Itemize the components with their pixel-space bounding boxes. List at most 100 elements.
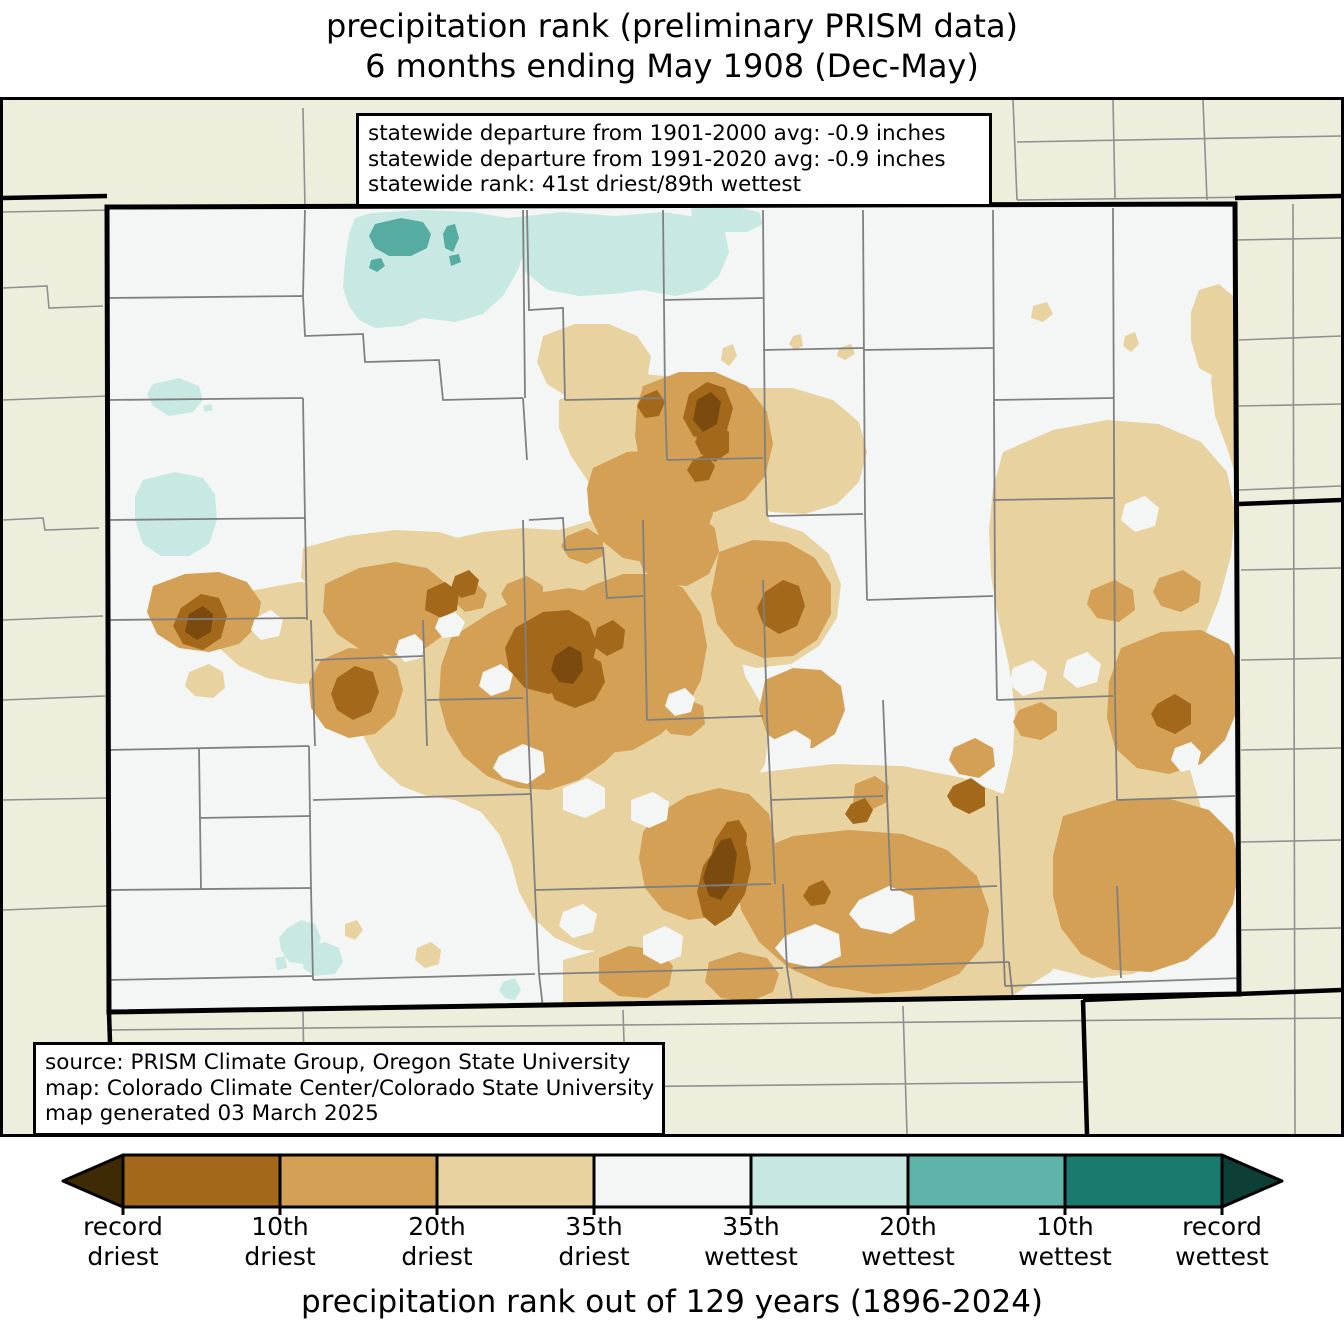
teal-light-nw-dot	[203, 404, 213, 412]
hole-14	[479, 664, 513, 696]
teal-light-moffat	[135, 472, 217, 556]
colorbar-tick-labels: record driest 10th driest 20th driest 35…	[0, 1212, 1344, 1274]
mtan-small-9	[1153, 570, 1201, 612]
tan-ne-strip	[1191, 284, 1235, 376]
teal-light-ne-edge	[691, 206, 763, 232]
colorbar-caption: precipitation rank out of 129 years (189…	[300, 1284, 1044, 1320]
record-core-west	[185, 606, 213, 640]
dbrown-sw-small	[425, 582, 459, 618]
dbrown-small-1	[593, 620, 625, 656]
cb-label-10th-wettest: 10th wettest	[1018, 1212, 1112, 1271]
teal-light-nw-small	[147, 378, 203, 416]
colorbar-left-arrow	[61, 1153, 125, 1209]
mtan-west-patch	[323, 562, 455, 656]
mtan-small-3	[561, 528, 603, 564]
dbrown-small-3	[637, 390, 665, 418]
source-line: source: PRISM Climate Group, Oregon Stat…	[45, 1050, 631, 1075]
teal-dark-speck-1	[369, 258, 385, 272]
cb-label-20th-wettest: 20th wettest	[861, 1212, 955, 1271]
hole-17	[1171, 742, 1201, 772]
colorbar-band-10th-to-20th	[278, 1153, 439, 1209]
dbrown-small-2	[451, 570, 479, 598]
map-generated-line: map generated 03 March 2025	[45, 1101, 379, 1126]
cb-label-35th-wettest: 35th wettest	[704, 1212, 798, 1271]
cb-label-35th-driest: 35th driest	[558, 1212, 630, 1271]
tan-speck-6	[577, 406, 593, 422]
cb-label-20th-driest: 20th driest	[401, 1212, 473, 1271]
cb-label-10th-driest: 10th driest	[244, 1212, 316, 1271]
source-credits-box: source: PRISM Climate Group, Oregon Stat…	[33, 1042, 665, 1136]
mtan-small-11	[705, 952, 779, 1002]
tan-speck-11	[1123, 332, 1139, 352]
map-panel[interactable]	[0, 97, 1344, 1137]
colorbar-band-35th-to-20th-wettest	[749, 1153, 910, 1209]
hole-13	[559, 904, 597, 938]
cb-label-record-wettest: record wettest	[1175, 1212, 1269, 1271]
colorbar-right-arrow	[1220, 1153, 1284, 1209]
title-line-1: precipitation rank (preliminary PRISM da…	[325, 7, 1019, 45]
dbrown-north-peak2	[695, 422, 729, 462]
colorbar-ticks	[121, 1207, 1224, 1215]
hole-1	[493, 744, 545, 784]
tan-far-ne-corner	[1211, 204, 1239, 520]
colorado-precipitation-rank-map[interactable]	[3, 100, 1341, 1134]
hole-6	[771, 730, 811, 766]
dbrown-small-6	[803, 880, 831, 906]
dbrown-gunnison-peak	[331, 666, 379, 720]
hole-2	[563, 778, 605, 818]
hole-10	[1063, 652, 1101, 688]
dbrown-small-4	[687, 454, 715, 482]
colorbar-band-20th-to-10th-wettest	[906, 1153, 1067, 1209]
colorbar-band-35th-driest-to-35th-wettest	[592, 1153, 753, 1209]
hole-15	[395, 634, 425, 662]
colorbar-svg[interactable]	[0, 1145, 1344, 1215]
neutral-holes	[251, 496, 1201, 968]
hole-16	[919, 720, 957, 756]
colorbar[interactable]	[0, 1145, 1344, 1215]
record-core-sawatch	[551, 646, 583, 684]
hole-18	[665, 688, 695, 716]
stat-statewide-rank: statewide rank: 41st driest/89th wettest	[368, 172, 802, 197]
record-core-north	[693, 392, 721, 432]
tan-speck-4	[789, 334, 803, 350]
dbrown-se-dot	[947, 778, 985, 814]
mtan-small-6	[1013, 702, 1057, 740]
teal-dark-speck-3	[449, 254, 461, 266]
title-line-2: 6 months ending May 1908 (Dec-May)	[365, 47, 979, 85]
cb-label-record-driest: record driest	[83, 1212, 163, 1271]
statewide-stats-box: statewide departure from 1901-2000 avg: …	[356, 113, 992, 207]
tan-speck-3	[721, 344, 737, 366]
mtan-denver-west	[635, 510, 719, 586]
colorado-interior	[107, 204, 1239, 1012]
hole-9	[1121, 496, 1159, 532]
hole-7	[849, 886, 915, 934]
mtan-small-5	[949, 738, 995, 778]
tan-speck-8	[185, 664, 225, 698]
mtan-pike	[759, 668, 845, 748]
tan-speck-10	[345, 920, 363, 940]
mtan-small-8	[1087, 580, 1135, 622]
page-title: precipitation rank (preliminary PRISM da…	[0, 6, 1344, 86]
teal-light-south-dot	[499, 978, 521, 1000]
hole-4	[435, 612, 465, 638]
wet-anomaly-regions	[135, 206, 763, 1000]
colorbar-band-record-to-10th	[121, 1153, 282, 1209]
mtan-se-east	[1053, 798, 1239, 972]
teal-light-sw-dot	[275, 956, 287, 970]
colorbar-band-20th-to-35th	[435, 1153, 596, 1209]
dbrown-front-range	[757, 580, 805, 634]
mtan-small-1	[501, 576, 543, 614]
colorbar-band-10th-to-record-wettest	[1063, 1153, 1224, 1209]
tan-speck-1	[599, 350, 621, 376]
hole-8	[775, 924, 841, 968]
teal-dark-speck-2	[443, 224, 459, 252]
dbrown-ne-dot	[1151, 694, 1191, 734]
stat-departure-1901-2000: statewide departure from 1901-2000 avg: …	[368, 121, 946, 146]
teal-dark-jackson	[369, 218, 431, 256]
dbrown-small-5	[845, 798, 873, 824]
hole-11	[1009, 660, 1047, 696]
hole-12	[643, 926, 683, 964]
teal-light-north-park-east	[508, 212, 729, 296]
hole-3	[631, 792, 669, 828]
